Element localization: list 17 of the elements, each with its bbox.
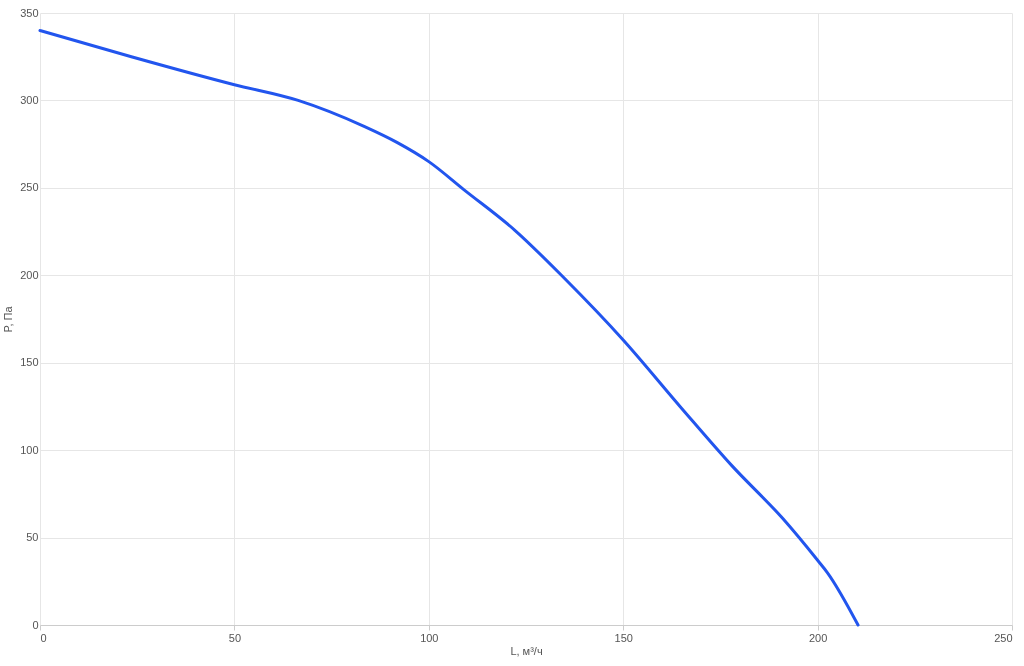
y-axis-title: P, Па (2, 305, 15, 333)
x-axis-title: L, м³/ч (510, 644, 543, 657)
y-tick-label: 200 (20, 268, 39, 281)
y-tick-label: 250 (20, 181, 39, 194)
x-tick-label: 150 (614, 631, 633, 644)
line-series (38, 28, 860, 627)
x-tick-label: 100 (420, 631, 439, 644)
y-tick-label: 150 (20, 356, 39, 369)
y-tick-label: 100 (20, 443, 39, 456)
y-tick-label: 0 (32, 618, 39, 631)
x-tick-label: 200 (808, 631, 828, 644)
x-tick-label: 0 (40, 631, 47, 644)
y-tick-label: 350 (20, 6, 39, 19)
x-tick-label: 50 (228, 631, 242, 644)
y-tick-label: 50 (26, 531, 39, 544)
y-tick-label: 300 (20, 93, 39, 106)
x-tick-label: 250 (994, 631, 1013, 644)
